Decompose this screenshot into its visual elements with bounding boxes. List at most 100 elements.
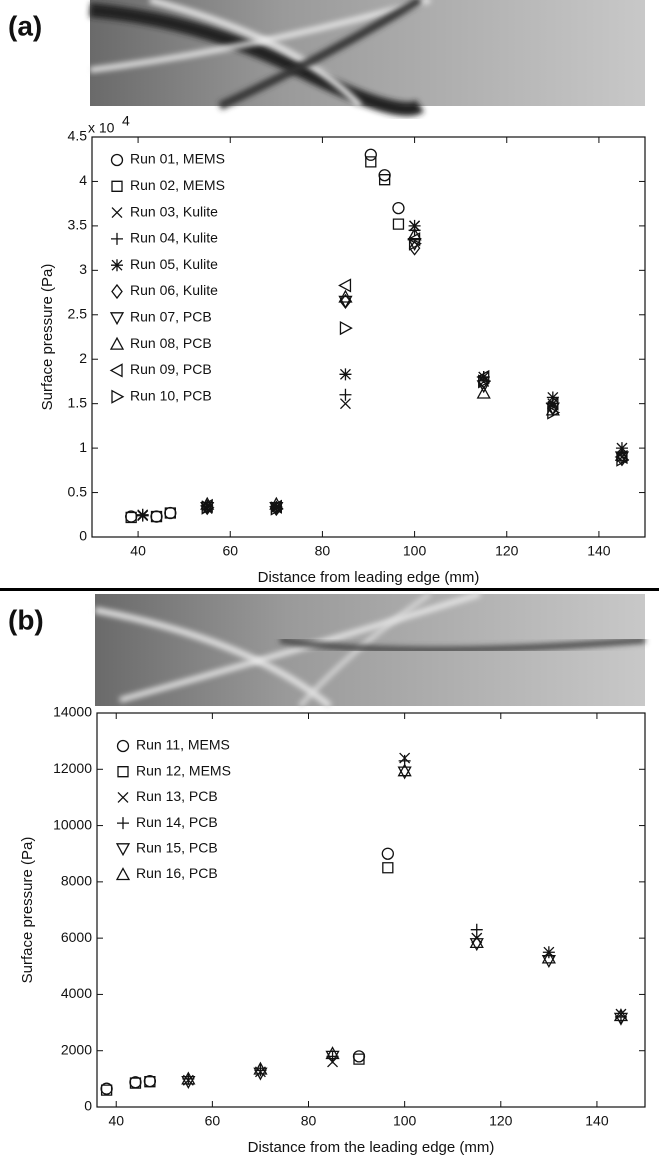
marker (268, 499, 282, 514)
legend-marker (109, 363, 123, 378)
x-tick-label: 140 (585, 1113, 609, 1129)
x-tick-label: 60 (222, 543, 238, 559)
plot-area (91, 136, 646, 538)
marker (408, 240, 421, 256)
x-tick-label: 100 (393, 1113, 417, 1129)
marker (181, 1076, 196, 1090)
legend-label: Run 06, Kulite (130, 282, 218, 298)
x-axis-title: Distance from leading edge (mm) (258, 569, 480, 586)
x-tick-label: 40 (130, 543, 146, 559)
legend-marker (115, 843, 131, 857)
y-axis-title: Surface pressure (Pa) (19, 837, 36, 984)
legend-marker (111, 259, 123, 272)
legend-label: Run 04, Kulite (130, 230, 218, 246)
y-tick-label: 10000 (53, 816, 92, 832)
marker (150, 510, 163, 523)
legend-label: Run 15, PCB (136, 840, 218, 856)
panel-label: (b) (8, 604, 44, 635)
y-tick-label: 4.5 (68, 128, 88, 144)
legend-label: Run 03, Kulite (130, 203, 218, 219)
marker (144, 1076, 156, 1088)
y-tick-label: 14000 (53, 704, 92, 720)
x-tick-label: 140 (587, 543, 611, 559)
marker (353, 1053, 365, 1065)
marker (365, 156, 377, 168)
y-tick-label: 4 (79, 172, 87, 188)
legend-marker (111, 389, 125, 404)
legend-label: Run 13, PCB (136, 788, 218, 804)
x-tick-label: 120 (489, 1113, 513, 1129)
marker (364, 148, 377, 161)
plot-area (96, 712, 646, 1108)
y-tick-label: 1 (79, 439, 87, 455)
schlieren-image-b (94, 591, 646, 709)
y-tick-label: 6000 (61, 929, 92, 945)
marker (325, 1050, 340, 1064)
legend-label: Run 07, PCB (130, 309, 212, 325)
y-tick-label: 3.5 (68, 217, 88, 233)
legend-marker (111, 207, 123, 219)
y-tick-label: 3 (79, 261, 87, 277)
marker (125, 511, 137, 524)
marker (408, 236, 422, 251)
x-tick-label: 100 (403, 543, 427, 559)
legend-marker (111, 283, 123, 300)
marker (407, 232, 421, 247)
marker (547, 405, 561, 420)
marker (199, 498, 213, 513)
marker (392, 218, 405, 230)
marker (382, 862, 394, 874)
schlieren-image-a (89, 0, 645, 116)
legend-marker (109, 312, 125, 326)
marker (470, 923, 483, 936)
x-tick-label: 120 (495, 543, 519, 559)
legend-marker (115, 867, 131, 881)
x-tick-label: 80 (315, 543, 331, 559)
legend-marker (111, 232, 123, 245)
y-tick-label: 4000 (61, 985, 92, 1001)
marker (378, 174, 391, 186)
marker (381, 847, 394, 860)
marker (201, 499, 214, 512)
marker (545, 396, 559, 411)
marker (339, 388, 352, 401)
legend-marker (111, 180, 123, 192)
legend-marker (117, 791, 129, 803)
y-tick-label: 2.5 (68, 305, 88, 321)
marker (616, 452, 630, 467)
panel-label: (a) (8, 10, 42, 41)
legend-marker (110, 153, 124, 167)
marker (469, 938, 484, 952)
marker (546, 391, 559, 404)
marker (338, 289, 353, 303)
marker (476, 385, 491, 399)
y-tick-label: 2 (79, 350, 87, 366)
legend-label: Run 08, PCB (130, 335, 212, 351)
x-tick-label: 80 (301, 1113, 317, 1129)
legend-marker (117, 817, 129, 830)
legend-marker (109, 336, 125, 350)
x-axis-title: Distance from the leading edge (mm) (248, 1139, 495, 1156)
y-tick-label: 8000 (61, 873, 92, 889)
marker (478, 374, 492, 389)
legend-label: Run 10, PCB (130, 387, 212, 403)
marker (397, 763, 412, 777)
marker (408, 219, 421, 232)
marker (164, 507, 176, 519)
marker (613, 1008, 629, 1022)
panel-separator (0, 588, 659, 591)
legend-marker (116, 739, 130, 753)
legend-label: Run 16, PCB (136, 865, 218, 881)
legend-label: Run 12, MEMS (136, 762, 231, 778)
marker (270, 500, 283, 513)
marker (613, 1012, 629, 1026)
marker (253, 1061, 268, 1075)
marker (270, 501, 284, 516)
legend-marker (117, 766, 129, 778)
x-tick-label: 60 (205, 1113, 221, 1129)
marker (545, 402, 560, 416)
y-tick-label: 1.5 (68, 394, 88, 410)
y-tick-label: 0 (84, 1098, 92, 1114)
marker (339, 398, 351, 410)
